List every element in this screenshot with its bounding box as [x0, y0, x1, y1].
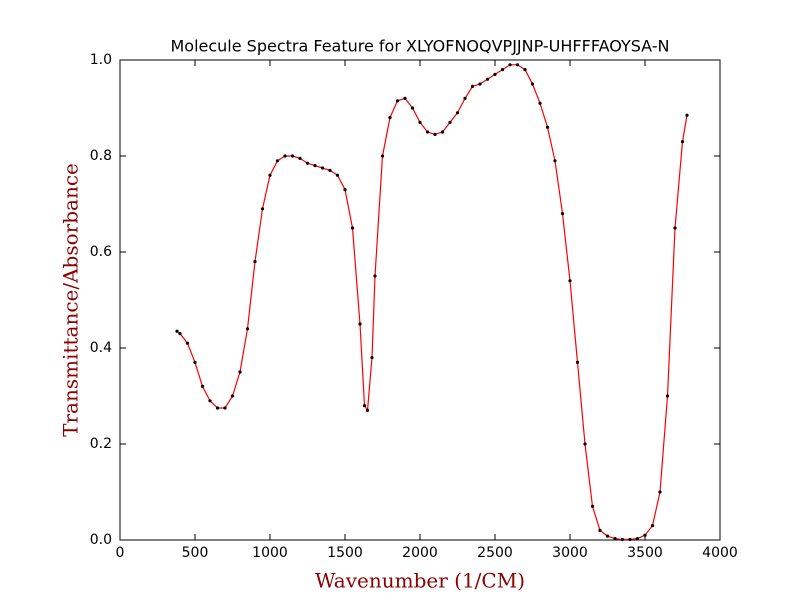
data-point: [328, 168, 332, 172]
data-point: [650, 524, 655, 528]
data-point: [418, 120, 422, 124]
data-point: [370, 356, 374, 360]
data-point: [545, 125, 550, 129]
chart-title: Molecule Spectra Feature for XLYOFNOQVPJ…: [170, 37, 669, 56]
y-tick-label: 0.6: [90, 244, 112, 260]
data-point: [395, 99, 400, 103]
y-tick-label: 0.8: [90, 148, 112, 164]
data-point: [538, 101, 542, 105]
data-point: [508, 63, 512, 67]
data-point: [313, 164, 317, 168]
data-point: [238, 370, 242, 374]
data-point: [223, 406, 227, 410]
data-point: [230, 394, 235, 398]
data-point: [620, 537, 625, 542]
data-point: [305, 161, 310, 165]
y-tick-label: 0.4: [90, 340, 112, 356]
data-point: [335, 173, 340, 177]
data-point: [380, 154, 385, 158]
data-point: [440, 130, 445, 134]
data-point: [470, 84, 475, 88]
y-tick-label: 0.0: [90, 532, 112, 548]
data-point: [275, 159, 280, 163]
data-point: [433, 132, 437, 136]
data-point: [365, 408, 370, 412]
data-point: [680, 140, 685, 144]
data-point: [425, 130, 430, 134]
data-point: [455, 111, 460, 115]
data-point: [388, 116, 392, 120]
x-tick-label: 3500: [627, 545, 663, 561]
data-point: [373, 274, 377, 278]
data-point: [362, 404, 367, 408]
data-point: [583, 442, 587, 446]
data-point: [673, 226, 677, 230]
data-point: [253, 260, 257, 264]
x-tick-label: 4000: [702, 545, 738, 561]
data-point: [343, 188, 347, 192]
data-point: [575, 360, 580, 364]
data-point: [635, 536, 640, 541]
data-point: [598, 528, 602, 533]
x-tick-label: 2500: [477, 545, 513, 561]
data-point: [463, 96, 467, 100]
data-point: [658, 490, 662, 494]
x-tick-label: 1000: [252, 545, 288, 561]
data-point: [605, 534, 610, 538]
data-point: [320, 166, 325, 170]
data-point: [448, 120, 452, 124]
x-tick-label: 3000: [552, 545, 588, 561]
data-point: [290, 154, 295, 158]
data-point: [560, 212, 565, 216]
y-axis-label: Transmittance/Absorbance: [59, 163, 83, 437]
data-point: [493, 72, 497, 76]
x-tick-label: 2000: [402, 545, 438, 561]
data-point: [515, 63, 520, 67]
data-point: [268, 173, 272, 177]
data-point: [500, 68, 505, 72]
data-point: [685, 113, 689, 117]
data-point: [530, 82, 535, 86]
y-tick-label: 0.2: [90, 436, 112, 452]
data-point: [410, 106, 415, 110]
data-point: [568, 279, 572, 283]
data-point: [628, 537, 632, 542]
data-point: [260, 207, 265, 211]
data-point: [178, 332, 182, 336]
data-point: [193, 360, 197, 364]
data-point: [553, 159, 557, 163]
data-point: [478, 82, 482, 86]
data-point: [208, 399, 212, 403]
data-point: [665, 394, 670, 398]
data-point: [215, 406, 220, 410]
data-point: [350, 226, 355, 230]
data-point: [613, 536, 617, 541]
plot-frame: [119, 59, 721, 541]
series-line: [176, 64, 688, 541]
data-point: [245, 327, 250, 331]
data-point: [298, 156, 302, 160]
x-axis-label: Wavenumber (1/CM): [315, 569, 525, 593]
data-point: [485, 77, 490, 81]
data-point: [523, 68, 527, 72]
data-point: [185, 341, 190, 345]
y-tick-label: 1.0: [90, 52, 112, 68]
data-point: [200, 384, 205, 388]
data-point: [283, 154, 287, 158]
data-point: [175, 329, 179, 333]
data-point: [590, 504, 595, 508]
data-point: [643, 533, 647, 537]
data-point: [358, 322, 362, 326]
x-tick-label: 1500: [327, 545, 363, 561]
x-tick-label: 500: [182, 545, 209, 561]
data-point: [403, 96, 407, 100]
x-tick-label: 0: [116, 545, 125, 561]
